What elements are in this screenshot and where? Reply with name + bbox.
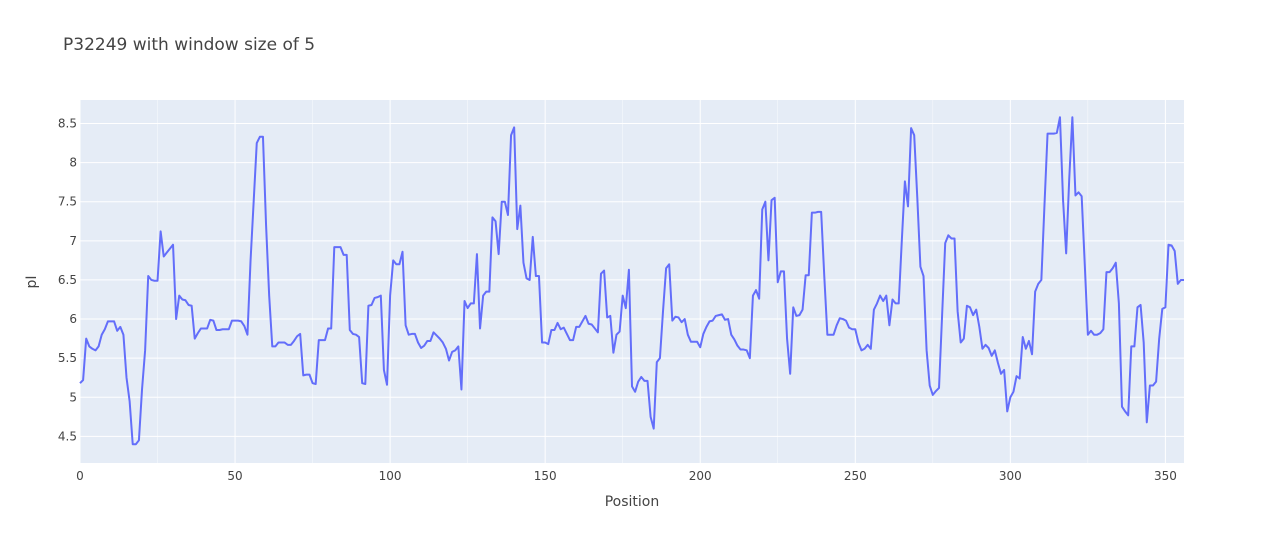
x-tick-label: 0 bbox=[76, 469, 84, 483]
gridlines bbox=[79, 100, 1184, 463]
y-tick-label: 4.5 bbox=[58, 429, 77, 443]
x-tick-label: 350 bbox=[1154, 469, 1177, 483]
y-tick-label: 7 bbox=[69, 234, 77, 248]
x-axis-title: Position bbox=[605, 494, 660, 510]
chart-title: P32249 with window size of 5 bbox=[63, 35, 315, 55]
x-tick-label: 250 bbox=[844, 469, 867, 483]
x-tick-label: 100 bbox=[379, 469, 402, 483]
y-tick-label: 8 bbox=[69, 156, 77, 170]
x-axis-ticks: 0 50 100 150 200 250 300 350 bbox=[76, 469, 1177, 483]
x-tick-label: 150 bbox=[534, 469, 557, 483]
y-axis-ticks: 4.5 5 5.5 6 6.5 7 7.5 8 8.5 bbox=[58, 116, 77, 443]
y-tick-label: 6.5 bbox=[58, 273, 77, 287]
y-tick-label: 5.5 bbox=[58, 351, 77, 365]
y-tick-label: 7.5 bbox=[58, 195, 77, 209]
series-line-pi bbox=[79, 116, 1184, 446]
plot-area bbox=[80, 100, 1184, 463]
y-tick-label: 6 bbox=[69, 312, 77, 326]
x-tick-label: 50 bbox=[227, 469, 242, 483]
x-tick-label: 200 bbox=[689, 469, 712, 483]
y-axis-title: pI bbox=[24, 275, 40, 288]
x-tick-label: 300 bbox=[999, 469, 1022, 483]
y-tick-label: 8.5 bbox=[58, 116, 77, 130]
y-tick-label: 5 bbox=[69, 390, 77, 404]
